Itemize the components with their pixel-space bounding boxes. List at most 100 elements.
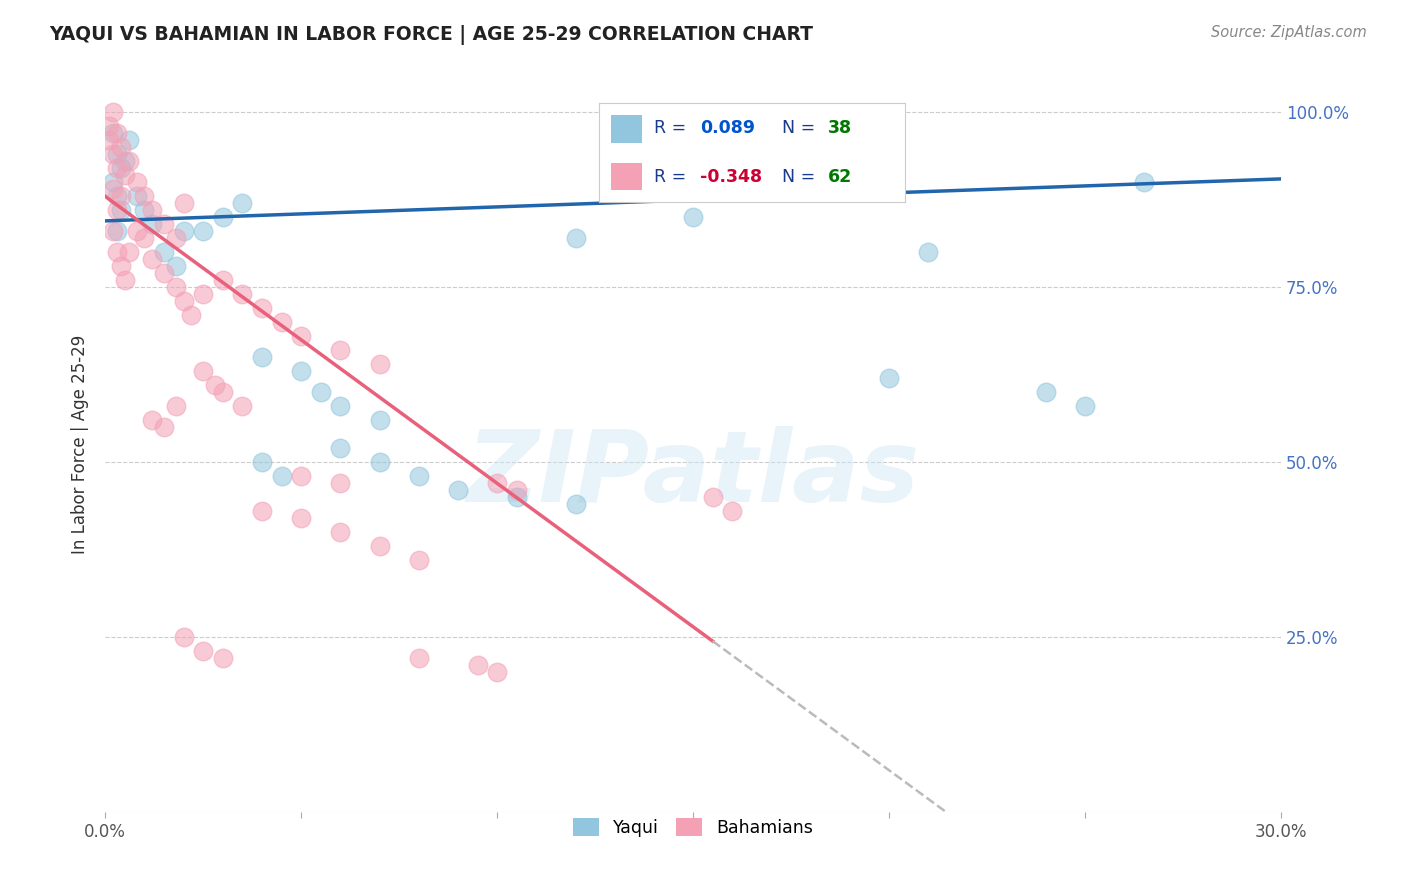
Point <box>101 175 124 189</box>
Point <box>193 224 215 238</box>
Point <box>134 231 156 245</box>
Point <box>105 127 128 141</box>
Point <box>270 315 292 329</box>
Point <box>98 133 121 147</box>
Point <box>110 161 132 176</box>
Point <box>101 105 124 120</box>
Point <box>105 203 128 218</box>
Y-axis label: In Labor Force | Age 25-29: In Labor Force | Age 25-29 <box>72 335 89 555</box>
Point <box>290 329 312 343</box>
Point <box>408 553 430 567</box>
Point <box>877 371 900 385</box>
Point <box>211 651 233 665</box>
Point <box>141 203 163 218</box>
Point <box>564 231 586 245</box>
Point <box>231 400 253 414</box>
Point <box>270 469 292 483</box>
Point <box>408 651 430 665</box>
Point <box>917 245 939 260</box>
Point <box>141 252 163 267</box>
Point <box>110 189 132 203</box>
Point <box>211 211 233 225</box>
Point <box>105 224 128 238</box>
Point <box>165 400 187 414</box>
Point <box>250 504 273 518</box>
Point <box>118 154 141 169</box>
Point <box>329 476 352 491</box>
Point <box>250 351 273 365</box>
Point <box>165 280 187 294</box>
Point <box>368 413 391 427</box>
Point <box>290 511 312 525</box>
Point <box>125 189 148 203</box>
Point <box>204 378 226 392</box>
Point <box>211 385 233 400</box>
Point <box>368 455 391 469</box>
Point <box>105 189 128 203</box>
Point <box>290 469 312 483</box>
Text: ZIPatlas: ZIPatlas <box>467 425 920 523</box>
Point <box>105 245 128 260</box>
Point <box>250 455 273 469</box>
Point <box>101 182 124 196</box>
Point <box>118 133 141 147</box>
Point <box>141 218 163 232</box>
Point <box>368 357 391 371</box>
Point <box>290 364 312 378</box>
Point <box>506 491 529 505</box>
Point <box>329 400 352 414</box>
Point <box>721 504 744 518</box>
Point <box>309 385 332 400</box>
Point <box>193 287 215 301</box>
Point <box>467 658 489 673</box>
Point <box>231 196 253 211</box>
Point <box>250 301 273 316</box>
Point <box>153 266 176 280</box>
Point <box>193 644 215 658</box>
Point <box>702 491 724 505</box>
Point <box>125 224 148 238</box>
Point <box>105 161 128 176</box>
Point <box>141 413 163 427</box>
Point <box>165 260 187 274</box>
Point <box>153 245 176 260</box>
Point <box>231 287 253 301</box>
Point <box>682 211 704 225</box>
Point <box>125 175 148 189</box>
Point <box>329 343 352 358</box>
Point <box>329 442 352 456</box>
Point <box>408 469 430 483</box>
Point <box>134 189 156 203</box>
Point <box>101 147 124 161</box>
Point <box>447 483 470 498</box>
Point <box>506 483 529 498</box>
Point <box>114 154 136 169</box>
Point <box>118 245 141 260</box>
Point <box>1035 385 1057 400</box>
Point <box>110 140 132 154</box>
Point <box>564 497 586 511</box>
Point <box>211 273 233 287</box>
Point <box>114 169 136 183</box>
Point <box>180 309 202 323</box>
Point <box>98 120 121 134</box>
Text: Source: ZipAtlas.com: Source: ZipAtlas.com <box>1211 25 1367 40</box>
Point <box>101 127 124 141</box>
Point <box>173 224 195 238</box>
Point <box>153 420 176 434</box>
Point <box>1074 400 1097 414</box>
Point <box>486 476 509 491</box>
Point <box>1133 175 1156 189</box>
Legend: Yaqui, Bahamians: Yaqui, Bahamians <box>567 812 820 844</box>
Point <box>173 294 195 309</box>
Point <box>101 224 124 238</box>
Point <box>134 203 156 218</box>
Point <box>329 525 352 540</box>
Point <box>173 196 195 211</box>
Point <box>486 665 509 680</box>
Point <box>110 260 132 274</box>
Point <box>193 364 215 378</box>
Point <box>165 231 187 245</box>
Point <box>173 630 195 644</box>
Point <box>110 203 132 218</box>
